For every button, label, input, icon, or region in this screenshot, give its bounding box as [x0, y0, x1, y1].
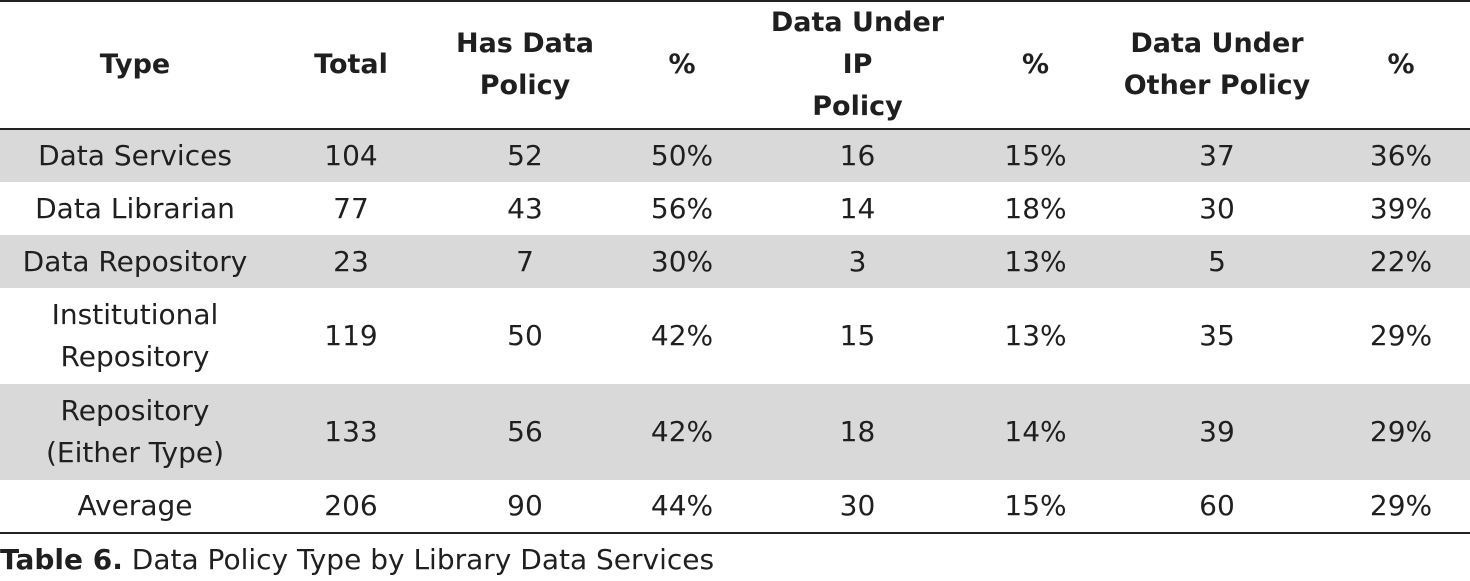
- header-has-data-policy-line2: Policy: [479, 70, 571, 101]
- cell-data-under-ip-policy: 3: [848, 244, 867, 278]
- cell-pct-other-policy: 39%: [1369, 191, 1433, 225]
- cell-pct-has-data-policy: 42%: [650, 319, 714, 352]
- cell-type: Institutional Repository: [0, 288, 270, 384]
- cell-type-line: Data Repository: [22, 244, 248, 278]
- cell-type: Data Repository: [0, 235, 270, 288]
- cell-pct-has-data-policy: 50%: [650, 139, 714, 172]
- cell-data-under-other-policy: 37: [1199, 139, 1235, 172]
- cell-pct-other-policy: 29%: [1369, 319, 1433, 352]
- cell-data-under-other-policy: 60: [1102, 480, 1332, 534]
- data-policy-table-container: Type Total Has Data Policy % Data Under …: [0, 0, 1470, 534]
- cell-has-data-policy: 7: [516, 244, 534, 278]
- header-pct-label: %: [668, 49, 696, 80]
- cell-data-under-other-policy: 35: [1199, 319, 1235, 352]
- header-ip-policy-line2: Policy: [812, 91, 903, 122]
- cell-total: 119: [324, 319, 378, 352]
- cell-type: Data Librarian: [0, 182, 270, 235]
- header-pct-label: %: [1021, 49, 1050, 80]
- cell-type-line: (Either Type): [46, 436, 224, 469]
- cell-has-data-policy: 43: [507, 191, 543, 225]
- cell-pct-ip-policy: 15%: [1004, 139, 1067, 172]
- cell-has-data-policy: 52: [507, 139, 543, 172]
- cell-pct-ip-policy: 18%: [1004, 191, 1067, 225]
- cell-pct-other-policy: 36%: [1369, 139, 1433, 172]
- header-total-label: Total: [314, 49, 388, 80]
- cell-pct-other-policy: 22%: [1369, 244, 1433, 278]
- cell-data-under-ip-policy: 15: [839, 319, 876, 352]
- cell-type-line: Average: [77, 489, 193, 522]
- cell-pct-has-data-policy: 56%: [650, 191, 714, 225]
- header-other-policy-line2: Other Policy: [1123, 70, 1311, 101]
- cell-pct-ip-policy: 13%: [1004, 319, 1067, 352]
- cell-pct-ip-policy: 15%: [969, 480, 1102, 534]
- header-pct-other-policy: %: [1332, 0, 1470, 130]
- header-other-policy-line1: Data Under: [1130, 28, 1304, 59]
- cell-data-under-ip-policy: 16: [839, 139, 876, 172]
- header-pct-has-data-policy: %: [618, 0, 746, 130]
- table-caption: Table 6. Data Policy Type by Library Dat…: [0, 543, 714, 576]
- cell-data-under-ip-policy: 30: [746, 480, 969, 534]
- cell-pct-other-policy: 29%: [1369, 415, 1433, 448]
- cell-data-under-ip-policy: 14: [839, 191, 876, 225]
- header-data-under-other-policy: Data Under Other Policy: [1102, 0, 1332, 130]
- cell-type: Data Services: [0, 129, 270, 182]
- cell-pct-other-policy: 29%: [1332, 480, 1470, 534]
- header-pct-label: %: [1387, 49, 1415, 80]
- cell-type-line: Institutional: [51, 298, 219, 331]
- header-type: Type: [0, 0, 270, 130]
- cell-type-line: Repository: [60, 340, 210, 373]
- cell-total: 23: [333, 244, 369, 278]
- cell-pct-has-data-policy: 42%: [650, 415, 714, 448]
- header-total: Total: [270, 0, 432, 130]
- table-row: Average 206 90 44% 30 15% 60 29%: [0, 480, 1470, 534]
- cell-pct-ip-policy: 13%: [1004, 244, 1067, 278]
- cell-pct-has-data-policy: 30%: [650, 244, 714, 278]
- table-row: Data Services 104 52 50% 16 15% 37 36%: [0, 129, 1470, 182]
- cell-type-line: Data Services: [38, 139, 232, 172]
- table-row: Repository (Either Type) 133 56 42% 18 14% 39 29…: [0, 384, 1470, 480]
- cell-type-line: Data Librarian: [35, 191, 235, 225]
- cell-data-under-other-policy: 39: [1199, 415, 1235, 448]
- table-row: Data Repository 23 7 30% 3 13% 5 22%: [0, 235, 1470, 288]
- header-ip-policy-line1: Data Under IP: [770, 7, 945, 80]
- cell-type: Repository (Either Type): [0, 384, 270, 480]
- table-row: Institutional Repository 119 50 42% 15 13% 35 29…: [0, 288, 1470, 384]
- cell-has-data-policy: 50: [507, 319, 543, 352]
- cell-total: 206: [270, 480, 432, 534]
- cell-type: Average: [0, 480, 270, 534]
- cell-total: 133: [324, 415, 378, 448]
- cell-total: 77: [333, 191, 369, 225]
- data-policy-table: Type Total Has Data Policy % Data Under …: [0, 0, 1470, 534]
- cell-data-under-other-policy: 30: [1199, 191, 1235, 225]
- cell-data-under-ip-policy: 18: [839, 415, 876, 448]
- cell-data-under-other-policy: 5: [1208, 244, 1226, 278]
- cell-total: 104: [324, 139, 378, 172]
- header-type-label: Type: [99, 49, 171, 80]
- table-header-row: Type Total Has Data Policy % Data Under …: [0, 0, 1470, 130]
- cell-pct-has-data-policy: 44%: [618, 480, 746, 534]
- header-data-under-ip-policy: Data Under IP Policy: [746, 0, 969, 130]
- header-has-data-policy: Has Data Policy: [432, 0, 618, 130]
- cell-has-data-policy: 90: [432, 480, 618, 534]
- header-has-data-policy-line1: Has Data: [455, 28, 595, 59]
- header-pct-ip-policy: %: [969, 0, 1102, 130]
- table-row: Data Librarian 77 43 56% 14 18% 30 39%: [0, 182, 1470, 235]
- cell-has-data-policy: 56: [507, 415, 543, 448]
- table-body: Data Services 104 52 50% 16 15% 37 36% Data Libr…: [0, 129, 1470, 534]
- caption-text: Data Policy Type by Library Data Service…: [131, 543, 715, 576]
- cell-type-line: Repository: [60, 394, 210, 427]
- caption-label: Table 6.: [0, 543, 123, 576]
- cell-pct-ip-policy: 14%: [1004, 415, 1067, 448]
